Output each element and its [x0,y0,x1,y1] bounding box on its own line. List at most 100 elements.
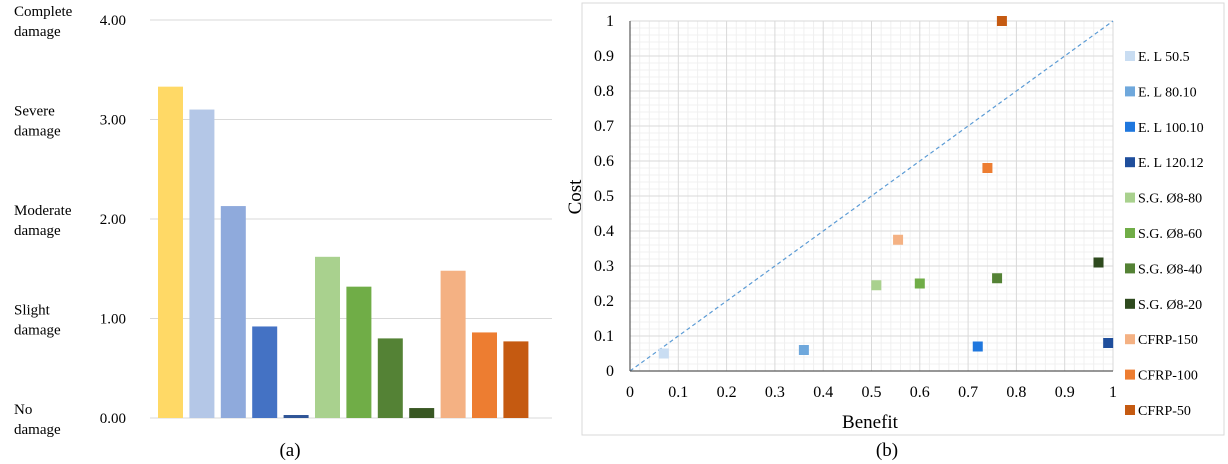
damage-level-label: damage [14,24,61,40]
legend-label: E. L 120.12 [1138,156,1204,171]
x-tick-label: 0.6 [910,384,930,401]
legend-swatch [1125,157,1135,168]
scatter-chart-border [581,2,1225,436]
scatter-point [658,348,669,359]
x-tick-label: 0.5 [862,384,882,401]
scatter-major-gridlines [630,20,1114,371]
y-tick-label: 0.6 [594,153,614,170]
y-tick-label: 0.9 [594,48,614,65]
damage-level-label: damage [14,223,61,239]
cost-benefit-scatter-chart: 0 0.1 0.2 0.3 0.4 0.5 0.6 0.7 0.8 0.9 1 0 0.1 0.2 0.3… [565,2,1225,461]
bar [409,408,435,418]
x-tick-label: 0.7 [958,384,978,401]
legend-swatch [1125,298,1135,309]
scatter-point [1103,338,1114,348]
damage-level-label: damage [14,124,61,140]
bar [472,332,497,418]
bar-chart-bars [158,86,529,419]
scatter-axes [629,21,1113,372]
scatter-point [1093,257,1104,268]
y-tick-label: 0.2 [594,293,614,310]
y-tick-label: 0.3 [594,258,614,275]
legend-swatch [1125,228,1135,238]
legend-label: S.G. Ø8-20 [1138,298,1202,313]
legend-label: S.G. Ø8-40 [1138,262,1202,277]
x-tick-label: 0.2 [717,384,737,401]
bar-y-tick-label: 0.00 [100,411,126,427]
bar [346,286,372,418]
legend-label: CFRP-50 [1138,404,1191,419]
scatter-point [893,234,904,245]
scatter-point [982,163,993,173]
bar [503,341,529,418]
scatter-legend: E. L 50.5 E. L 80.10 E. L 100.10 E. L 120.1… [1125,50,1204,419]
legend-swatch [1125,369,1135,380]
bar [315,256,340,418]
scatter-point [798,345,809,355]
bar-chart-y-tick-labels: 0.00 1.00 2.00 3.00 4.00 [100,13,126,427]
bar-y-tick-label: 2.00 [100,212,126,228]
legend-label: S.G. Ø8-80 [1138,192,1202,207]
bar [252,326,278,418]
panel-label-a: (a) [279,440,300,461]
legend-swatch [1125,405,1135,415]
y-tick-label: 0.5 [594,188,614,205]
y-tick-label: 0 [606,363,614,380]
bar [440,270,466,418]
damage-bar-chart: 0.00 1.00 2.00 3.00 4.00 No damage Slight damag… [14,4,552,461]
y-axis-title: Cost [565,179,586,215]
bar-y-tick-label: 4.00 [100,13,126,29]
x-tick-label: 0.9 [1055,384,1075,401]
x-tick-label: 0.8 [1006,384,1026,401]
scatter-point [914,278,925,289]
damage-level-label: No [14,402,32,418]
bar [220,206,246,418]
y-tick-label: 0.8 [594,83,614,100]
damage-level-labels: No damage Slight damage Moderate damage Severe… [14,4,73,438]
legend-label: E. L 100.10 [1138,121,1204,136]
bar-y-tick-label: 1.00 [100,312,126,328]
x-tick-label: 0.1 [668,384,688,401]
damage-level-label: damage [14,323,61,339]
x-tick-label: 0.3 [765,384,785,401]
y-tick-label: 0.7 [594,118,614,135]
scatter-point [972,341,983,352]
panel-label-b: (b) [876,440,898,461]
y-tick-label: 0.1 [594,328,614,345]
legend-label: E. L 80.10 [1138,85,1197,100]
equal-cost-benefit-reference-line [629,20,1114,372]
legend-swatch [1125,192,1135,203]
y-tick-label: 1 [606,13,614,30]
legend-label: CFRP-150 [1138,333,1198,348]
bar-y-tick-label: 3.00 [100,113,126,129]
bar [283,415,309,418]
bar [377,338,403,418]
legend-swatch [1125,334,1135,345]
scatter-point [992,273,1003,284]
legend-swatch [1125,263,1135,274]
damage-level-label: Complete [14,4,73,20]
y-tick-label: 0.4 [594,223,614,240]
x-tick-label: 1 [1109,384,1117,401]
x-axis-title: Benefit [842,412,899,433]
scatter-y-tick-labels: 0 0.1 0.2 0.3 0.4 0.5 0.6 0.7 0.8 0.9 1 [594,13,614,380]
damage-level-label: Severe [14,104,55,120]
x-tick-label: 0 [626,384,634,401]
damage-level-label: Moderate [14,203,72,219]
scatter-point [996,16,1007,26]
legend-swatch [1125,51,1135,61]
legend-swatch [1125,121,1135,132]
bar [158,86,183,418]
scatter-point [871,280,882,291]
damage-level-label: damage [14,422,61,438]
legend-label: E. L 50.5 [1138,50,1190,65]
legend-label: S.G. Ø8-60 [1138,227,1202,242]
bar [189,109,215,419]
legend-label: CFRP-100 [1138,369,1198,384]
legend-swatch [1125,86,1135,97]
scatter-points [658,16,1114,359]
damage-level-label: Slight [14,303,51,319]
scatter-x-tick-labels: 0 0.1 0.2 0.3 0.4 0.5 0.6 0.7 0.8 0.9 1 [626,384,1117,401]
x-tick-label: 0.4 [813,384,833,401]
